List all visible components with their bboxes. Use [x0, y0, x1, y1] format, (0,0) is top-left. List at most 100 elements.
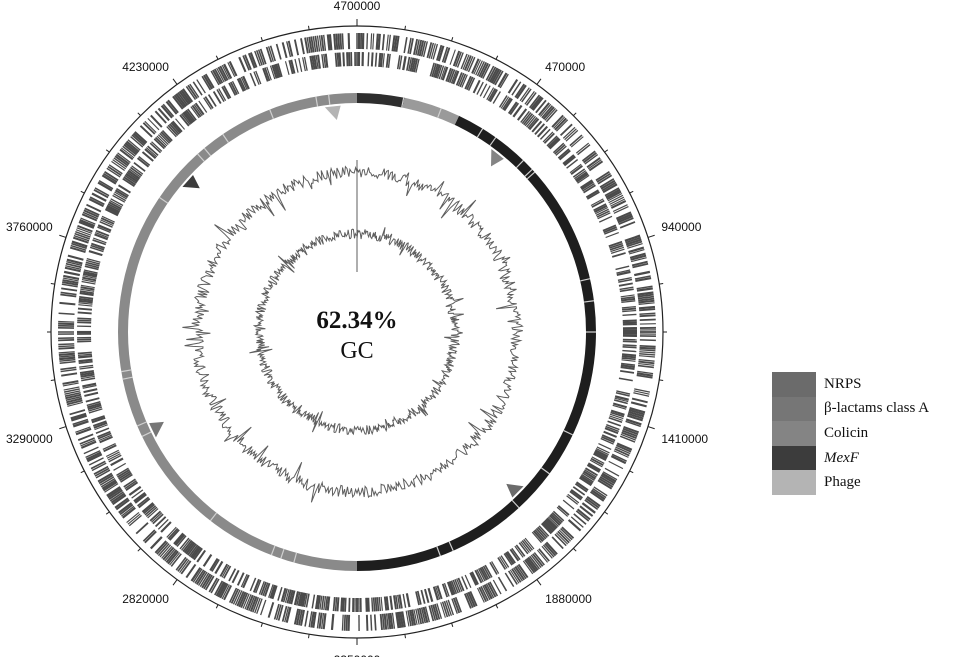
gene-tick	[66, 399, 83, 406]
gene-tick	[454, 579, 461, 593]
gene-tick	[61, 287, 78, 292]
gene-tick	[566, 159, 579, 169]
gene-tick	[582, 470, 597, 480]
feature-separator	[448, 541, 454, 552]
gene-tick	[286, 41, 292, 58]
gene-tick	[150, 114, 163, 128]
gene-tick	[585, 189, 600, 199]
gene-tick	[610, 248, 625, 254]
gene-tick	[58, 320, 75, 323]
feature-marker	[324, 105, 341, 120]
gene-tick	[117, 152, 131, 163]
gene-tick	[105, 206, 120, 215]
legend-item: β-lactams class A	[772, 396, 972, 422]
gene-tick	[92, 239, 107, 246]
gene-tick	[565, 129, 579, 142]
gene-tick	[391, 35, 396, 52]
feature-marker	[506, 483, 524, 498]
scale-tick-label: 1410000	[661, 432, 708, 446]
gene-tick	[116, 187, 129, 197]
gene-tick	[619, 221, 636, 229]
gene-tick	[119, 148, 134, 161]
gene-tick	[625, 236, 641, 244]
gene-tick	[509, 548, 520, 562]
gene-tick	[523, 538, 533, 551]
gene-tick	[151, 141, 163, 152]
gene-tick	[99, 476, 115, 486]
gene-tick	[570, 516, 584, 528]
gene-tick	[436, 603, 443, 620]
gene-tick	[245, 594, 254, 611]
gene-tick	[192, 81, 203, 96]
gene-tick	[221, 64, 230, 80]
gene-tick	[88, 457, 104, 466]
gene-tick	[533, 552, 545, 566]
gene-tick	[238, 591, 247, 608]
gene-tick	[544, 542, 557, 557]
gene-tick	[86, 451, 102, 461]
gene-tick	[589, 491, 605, 502]
scale-tick	[50, 283, 55, 285]
gene-tick	[583, 184, 596, 194]
gene-tick	[204, 73, 215, 89]
gene-tick	[452, 50, 461, 67]
scale-tick-labels: 4700000 470000 940000 1410000 1880000 2350000…	[6, 0, 708, 657]
gene-tick	[201, 75, 212, 91]
gene-tick	[591, 489, 606, 501]
scale-tick	[215, 604, 219, 609]
gene-tick	[596, 172, 612, 183]
gene-tick	[238, 77, 247, 91]
scale-tick	[404, 634, 406, 639]
gene-tick	[602, 471, 618, 481]
gene-tick	[182, 88, 194, 103]
gene-tick	[342, 597, 346, 612]
gene-tick	[277, 604, 284, 621]
gene-tick	[194, 569, 205, 584]
gene-tick	[221, 584, 230, 600]
gene-tick	[326, 34, 331, 51]
gene-tick	[387, 53, 391, 68]
gene-tick	[312, 611, 317, 628]
feature-separator	[437, 108, 442, 118]
gene-tick	[177, 92, 189, 106]
gene-tick	[608, 194, 624, 204]
gene-tick	[214, 580, 224, 596]
gene-tick	[175, 118, 186, 130]
gene-tick	[83, 446, 99, 455]
gene-tick	[80, 440, 97, 449]
gene-tick	[145, 506, 158, 517]
gene-tick	[60, 368, 77, 373]
gene-tick	[256, 598, 263, 614]
gene-tick	[612, 404, 627, 410]
gene-tick	[143, 503, 155, 515]
gene-tick	[335, 33, 339, 50]
gene-tick	[521, 539, 532, 552]
gene-tick	[633, 390, 650, 395]
gene-tick	[84, 391, 99, 397]
gene-tick	[625, 238, 642, 246]
scale-tick	[80, 470, 85, 474]
gene-tick	[80, 373, 95, 378]
gene-tick	[112, 494, 127, 506]
gene-tick	[619, 288, 634, 293]
scale-tick	[536, 579, 542, 586]
gene-tick	[627, 412, 644, 420]
gene-tick	[473, 59, 482, 75]
gene-tick	[95, 229, 110, 237]
gene-tick	[92, 420, 107, 427]
gene-tick	[128, 485, 142, 496]
gene-tick	[478, 586, 488, 603]
gene-tick	[628, 410, 645, 418]
gene-tick	[234, 590, 243, 606]
gene-tick	[118, 502, 133, 514]
gene-tick	[617, 276, 632, 281]
gene-tick	[459, 73, 467, 88]
gene-tick	[579, 179, 593, 189]
gene-tick	[367, 597, 370, 612]
gene-tick	[110, 457, 124, 467]
gene-tick	[546, 135, 558, 147]
gene-tick	[638, 358, 655, 362]
gene-tick	[147, 117, 160, 131]
gene-tick	[196, 549, 207, 563]
gene-tick	[133, 491, 146, 503]
